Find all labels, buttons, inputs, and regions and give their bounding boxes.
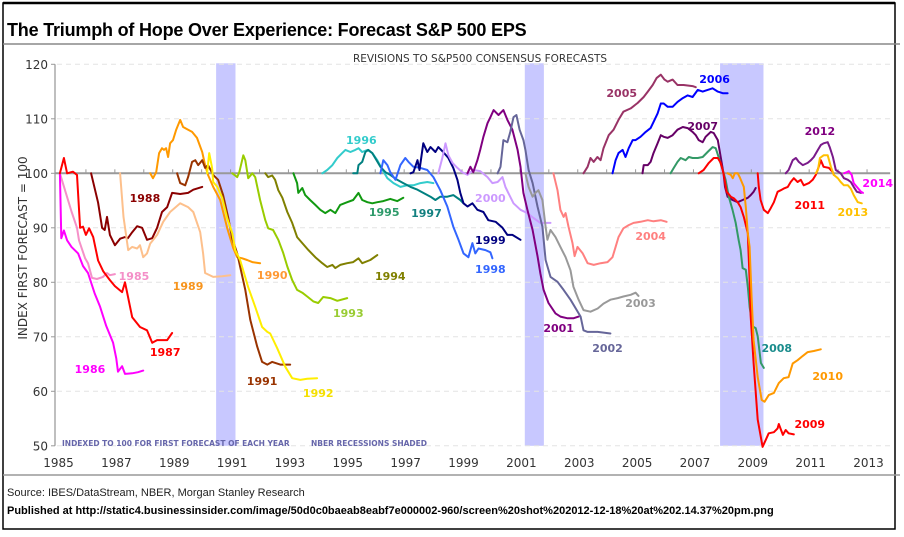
y-tick-label: 90 bbox=[33, 221, 48, 235]
y-tick-label: 110 bbox=[25, 112, 48, 126]
published-url-text: Published at http://static4.businessinsi… bbox=[7, 505, 774, 517]
x-tick-label: 1997 bbox=[390, 456, 421, 470]
y-tick-label: 60 bbox=[33, 385, 48, 399]
series-line-1993 bbox=[231, 154, 349, 304]
source-text: Source: IBES/DataStream, NBER, Morgan St… bbox=[7, 487, 305, 499]
series-label-1985: 1985 bbox=[119, 270, 150, 283]
series-label-2000: 2000 bbox=[475, 192, 506, 205]
x-tick-label: 1985 bbox=[43, 456, 74, 470]
series-line-1986 bbox=[58, 172, 145, 375]
series-label-1999: 1999 bbox=[475, 234, 506, 247]
x-tick-label: 2001 bbox=[506, 456, 537, 470]
recession-band bbox=[524, 63, 544, 446]
y-axis-title: INDEX FIRST FORECAST = 100 bbox=[16, 156, 30, 339]
series-label-2008: 2008 bbox=[761, 342, 792, 355]
series-line-1994 bbox=[264, 172, 379, 270]
y-tick-label: 70 bbox=[33, 330, 48, 344]
series-line-1995 bbox=[292, 172, 405, 215]
series-line-2005 bbox=[582, 73, 697, 175]
series-label-1993: 1993 bbox=[333, 307, 364, 320]
series-label-1990: 1990 bbox=[257, 269, 288, 282]
series-line-2003 bbox=[524, 172, 640, 313]
series-label-1991: 1991 bbox=[247, 375, 278, 388]
series-line-2013 bbox=[814, 154, 863, 205]
series-line-1997 bbox=[352, 148, 465, 205]
series-label-1998: 1998 bbox=[475, 263, 506, 276]
x-tick-label: 1995 bbox=[333, 456, 364, 470]
series-label-2001: 2001 bbox=[543, 322, 574, 335]
series-line-2001 bbox=[466, 109, 580, 320]
series-label-2009: 2009 bbox=[794, 418, 825, 431]
series-label-2012: 2012 bbox=[805, 125, 836, 138]
x-tick-label: 1999 bbox=[448, 456, 479, 470]
recession-bands bbox=[216, 63, 764, 446]
series-line-1990 bbox=[149, 118, 262, 265]
y-tick-label: 80 bbox=[33, 276, 48, 290]
y-tick-label: 100 bbox=[25, 167, 48, 181]
series-label-1986: 1986 bbox=[75, 363, 106, 376]
y-tick-label: 50 bbox=[33, 439, 48, 453]
series-label-1994: 1994 bbox=[375, 270, 406, 283]
x-tick-label: 2005 bbox=[622, 456, 653, 470]
series-line-1988 bbox=[90, 172, 204, 247]
series-line-1999 bbox=[409, 142, 522, 241]
series-label-1995: 1995 bbox=[369, 206, 400, 219]
series-line-1987 bbox=[58, 157, 174, 344]
series-line-2009 bbox=[697, 157, 795, 448]
page-title: The Triumph of Hope Over Experience: For… bbox=[7, 20, 527, 40]
x-tick-label: 1993 bbox=[275, 456, 306, 470]
series-label-2006: 2006 bbox=[699, 73, 730, 86]
series-label-1989: 1989 bbox=[173, 280, 204, 293]
y-tick-label: 120 bbox=[25, 58, 48, 72]
series-label-2007: 2007 bbox=[687, 120, 718, 133]
series-label-2005: 2005 bbox=[606, 87, 637, 100]
series-line-2004 bbox=[552, 172, 668, 266]
x-tick-label: 2011 bbox=[795, 456, 826, 470]
x-tick-label: 1991 bbox=[217, 456, 248, 470]
x-tick-label: 1989 bbox=[159, 456, 190, 470]
series-line-1992 bbox=[206, 152, 319, 381]
gridlines bbox=[57, 63, 891, 447]
series-label-2004: 2004 bbox=[635, 230, 666, 243]
x-tick-label: 2009 bbox=[738, 456, 769, 470]
series-label-2010: 2010 bbox=[812, 370, 843, 383]
series-line-2014 bbox=[842, 170, 864, 194]
series-label-1988: 1988 bbox=[130, 192, 161, 205]
series-label-2011: 2011 bbox=[794, 199, 825, 212]
series-line-2012 bbox=[784, 141, 862, 194]
series-label-2014: 2014 bbox=[862, 177, 893, 190]
series-label-2013: 2013 bbox=[838, 206, 869, 219]
series-line-1985 bbox=[58, 172, 116, 280]
series-line-2002 bbox=[496, 114, 612, 335]
recession-note: NBER RECESSIONS SHADED bbox=[311, 439, 427, 448]
indexed-note: INDEXED TO 100 FOR FIRST FORECAST OF EAC… bbox=[62, 439, 290, 448]
x-tick-label: 2003 bbox=[564, 456, 595, 470]
recession-band bbox=[216, 63, 236, 446]
series-labels: 1985 1986 1987 1988 1989 1990 1991 1992 1993 1994… bbox=[75, 73, 894, 431]
series-line-2006 bbox=[611, 87, 729, 175]
series-label-1997: 1997 bbox=[411, 207, 442, 220]
chart-subtitle: REVISIONS TO S&P500 CONSENSUS FORECASTS bbox=[353, 53, 607, 65]
series-label-2003: 2003 bbox=[625, 297, 656, 310]
series-label-2002: 2002 bbox=[592, 342, 623, 355]
x-tick-label: 2007 bbox=[680, 456, 711, 470]
series-label-1992: 1992 bbox=[303, 387, 334, 400]
x-tick-label: 1987 bbox=[101, 456, 132, 470]
series-label-1996: 1996 bbox=[346, 134, 377, 147]
series-label-1987: 1987 bbox=[150, 346, 181, 359]
series-lines bbox=[58, 73, 864, 448]
series-line-1991 bbox=[176, 159, 292, 366]
series-line-2011 bbox=[756, 159, 835, 215]
x-tick-label: 2013 bbox=[853, 456, 884, 470]
series-line-1998 bbox=[379, 157, 494, 260]
series-line-2010 bbox=[726, 172, 822, 403]
series-line-1989 bbox=[119, 172, 232, 278]
